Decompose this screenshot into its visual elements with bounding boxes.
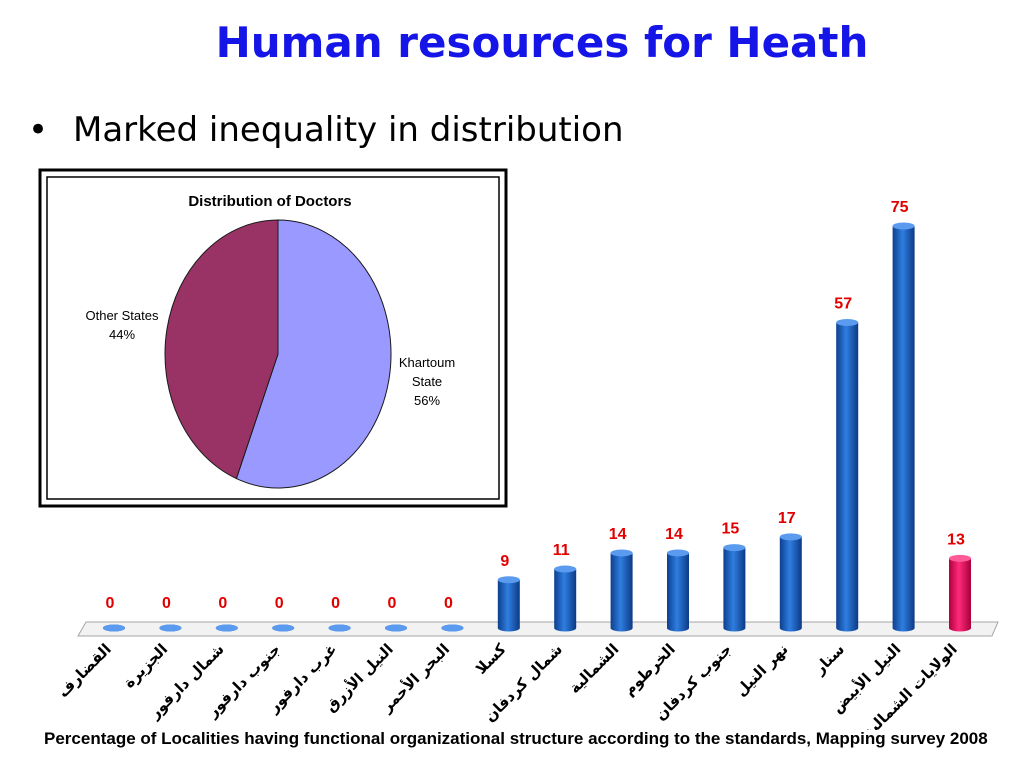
- bar: [215, 624, 238, 632]
- bar: [836, 318, 859, 632]
- bar-top-cap: [610, 549, 633, 557]
- bar-top-cap: [441, 624, 464, 632]
- bar-category-label: كسلا: [472, 640, 510, 678]
- bar: [723, 544, 746, 632]
- pie-slice-name-label: Khartoum: [399, 355, 455, 370]
- bar-top-cap: [103, 624, 125, 632]
- footnote: Percentage of Localities having function…: [44, 729, 988, 748]
- bar-top-cap: [328, 624, 351, 632]
- pie-chart: Khartoum State 56% Other States 44%: [86, 219, 455, 489]
- bar: [497, 576, 520, 632]
- bar-body: [554, 569, 577, 632]
- pie-slice-other-states: [164, 219, 279, 480]
- bar-value-label: 0: [331, 595, 340, 612]
- bar-top-cap: [667, 549, 689, 557]
- bar-value-label: 14: [609, 526, 627, 543]
- bar-value-label: 11: [553, 542, 570, 559]
- bar: [779, 533, 802, 632]
- bar-top-cap: [836, 318, 859, 326]
- bar-body: [949, 558, 971, 632]
- bar-value-label: 57: [834, 295, 852, 312]
- slide-title: Human resources for Heath: [215, 18, 869, 67]
- bar: [103, 624, 125, 632]
- bar-category-label: سنار: [810, 640, 848, 678]
- bar-top-cap: [215, 624, 238, 632]
- bar: [949, 554, 971, 632]
- bar-body: [836, 322, 859, 632]
- bar: [892, 222, 915, 632]
- bar-value-label: 13: [947, 531, 965, 548]
- bar-body: [667, 552, 689, 632]
- bar: [328, 624, 351, 632]
- bar-body: [892, 226, 915, 632]
- bar-body: [497, 579, 520, 632]
- pie-slice-name-label: State: [412, 374, 442, 389]
- bar-value-label: 17: [778, 510, 796, 527]
- bar-top-cap: [892, 222, 915, 230]
- pie-slice-name-label: Other States: [86, 308, 159, 323]
- bar-top-cap: [272, 624, 295, 632]
- bar-value-label: 15: [722, 521, 740, 538]
- pie-slice-khartoum-state: [235, 219, 392, 489]
- bar-category-label: الولايات الشمالية: [859, 640, 960, 730]
- pie-slice-value-label: 56%: [414, 393, 440, 408]
- bar: [441, 624, 464, 632]
- bar: [159, 624, 182, 632]
- pie-slice-value-label: 44%: [109, 327, 135, 342]
- bar-value-label: 14: [665, 526, 683, 543]
- bar-body: [779, 536, 802, 632]
- bar-top-cap: [949, 554, 971, 562]
- bar-value-label: 0: [275, 595, 284, 612]
- bar: [272, 624, 295, 632]
- bar-category-label: القضارف: [54, 640, 115, 701]
- bar-chart-floor: [77, 621, 999, 637]
- bar-top-cap: [554, 565, 577, 573]
- pie-chart-title: Distribution of Doctors: [188, 193, 351, 210]
- bullet-dot-icon: •: [28, 110, 49, 150]
- bar-top-cap: [385, 624, 407, 632]
- bar: [610, 549, 633, 632]
- bar-top-cap: [779, 533, 802, 541]
- bar-value-label: 0: [162, 595, 171, 612]
- bar-category-label: الخرطوم: [620, 640, 679, 699]
- bullet-point: • Marked inequality in distribution: [28, 110, 624, 150]
- bar-category-label: الجزيرة: [120, 640, 171, 691]
- bar-top-cap: [497, 576, 520, 584]
- bar-value-label: 75: [891, 199, 909, 216]
- bar-top-cap: [159, 624, 182, 632]
- bar-value-label: 9: [500, 553, 509, 570]
- bar-body: [610, 552, 633, 632]
- bar-value-label: 0: [388, 595, 397, 612]
- bar: [554, 565, 577, 632]
- bar-body: [723, 547, 746, 632]
- bar-value-label: 0: [218, 595, 227, 612]
- bar: [667, 549, 689, 632]
- bar-value-label: 0: [444, 595, 453, 612]
- bar-category-label: نهر النيل: [732, 640, 792, 700]
- bullet-text: Marked inequality in distribution: [73, 110, 624, 150]
- bar-value-label: 0: [106, 595, 115, 612]
- bar-category-label: الشمالية: [565, 640, 622, 697]
- bar-top-cap: [723, 544, 746, 552]
- bar: [385, 624, 407, 632]
